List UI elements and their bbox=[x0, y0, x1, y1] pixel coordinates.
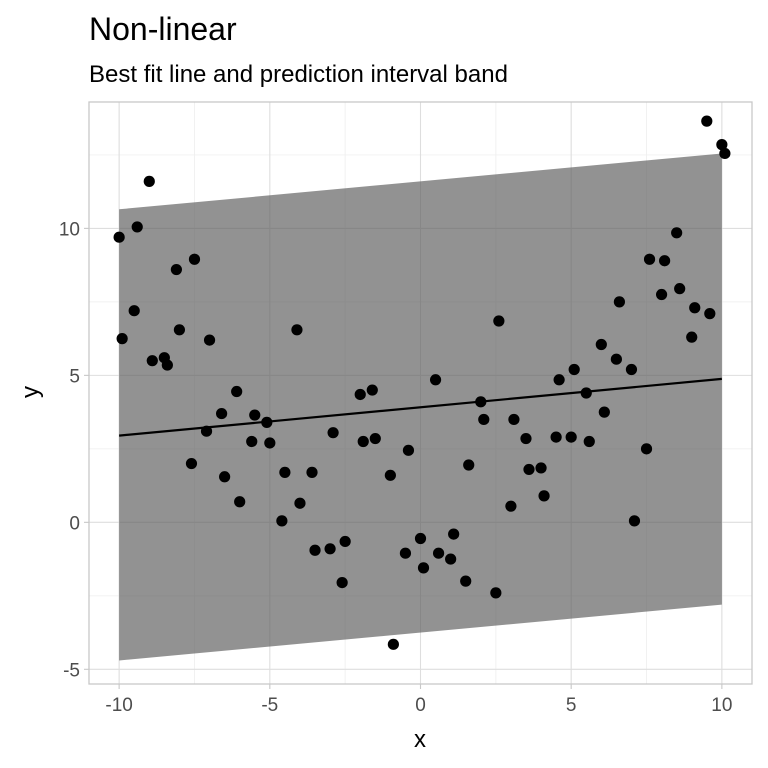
x-tick-label: -5 bbox=[261, 695, 278, 716]
data-point bbox=[475, 396, 487, 408]
data-point bbox=[188, 253, 201, 265]
data-point bbox=[655, 288, 668, 301]
data-point bbox=[460, 575, 472, 587]
data-point bbox=[306, 466, 318, 478]
data-point bbox=[628, 515, 641, 527]
y-axis: -5 0 5 10 bbox=[59, 219, 89, 681]
data-point bbox=[538, 490, 550, 502]
chart-subtitle: Best fit line and prediction interval ba… bbox=[89, 61, 508, 88]
data-point bbox=[643, 253, 656, 265]
data-point bbox=[583, 435, 595, 448]
x-tick-label: 10 bbox=[711, 695, 732, 716]
data-point bbox=[580, 387, 592, 399]
x-tick-label: 0 bbox=[415, 695, 426, 716]
data-point bbox=[387, 638, 399, 650]
best-fit-line bbox=[119, 377, 722, 437]
data-point bbox=[445, 553, 457, 565]
data-point bbox=[131, 221, 143, 233]
data-point bbox=[689, 302, 701, 314]
data-point bbox=[520, 432, 532, 445]
data-point bbox=[128, 305, 140, 317]
data-point bbox=[704, 308, 716, 320]
y-tick-label: -5 bbox=[63, 660, 80, 681]
data-point bbox=[535, 462, 547, 474]
y-axis-title: y bbox=[17, 386, 44, 398]
data-point bbox=[294, 497, 306, 509]
data-point bbox=[327, 427, 339, 439]
data-point bbox=[625, 363, 638, 376]
data-point bbox=[550, 431, 562, 443]
data-point bbox=[493, 315, 505, 327]
x-axis-title: x bbox=[414, 726, 426, 753]
x-tick-label: 5 bbox=[566, 695, 577, 716]
data-point bbox=[185, 457, 198, 470]
data-point bbox=[146, 355, 158, 367]
data-point bbox=[414, 532, 427, 545]
data-point bbox=[246, 435, 258, 448]
data-points bbox=[113, 115, 731, 650]
data-point bbox=[113, 231, 125, 243]
data-point bbox=[565, 431, 577, 443]
data-point bbox=[264, 437, 276, 449]
data-point bbox=[354, 388, 366, 401]
data-point bbox=[161, 359, 173, 371]
chart-title: Non-linear bbox=[89, 11, 237, 47]
data-point bbox=[463, 459, 475, 471]
data-point bbox=[231, 385, 243, 398]
data-point bbox=[417, 562, 430, 574]
data-point bbox=[369, 432, 381, 445]
data-point bbox=[674, 283, 686, 295]
data-point bbox=[200, 425, 213, 437]
data-point bbox=[399, 547, 412, 559]
data-point bbox=[505, 500, 517, 512]
data-point bbox=[173, 324, 186, 336]
data-point bbox=[203, 334, 216, 346]
data-point bbox=[716, 139, 728, 151]
y-tick-label: 10 bbox=[59, 219, 80, 240]
data-point bbox=[216, 407, 228, 420]
data-point bbox=[276, 515, 288, 527]
data-point bbox=[324, 543, 336, 555]
data-point bbox=[384, 469, 396, 481]
data-point bbox=[234, 496, 246, 508]
data-point bbox=[170, 263, 182, 276]
data-point bbox=[478, 413, 490, 426]
data-point bbox=[701, 115, 713, 127]
data-point bbox=[291, 324, 303, 336]
data-point bbox=[490, 587, 502, 599]
data-point bbox=[686, 331, 698, 343]
data-point bbox=[339, 535, 351, 548]
data-point bbox=[249, 409, 261, 421]
data-point bbox=[309, 544, 321, 556]
data-point bbox=[719, 147, 731, 160]
data-point bbox=[402, 444, 415, 456]
data-point bbox=[595, 338, 607, 351]
data-point bbox=[610, 353, 622, 365]
data-point bbox=[640, 443, 653, 455]
x-axis: -10 -5 0 5 10 bbox=[105, 684, 732, 716]
data-point bbox=[336, 576, 348, 589]
data-point bbox=[279, 466, 291, 478]
data-point bbox=[568, 363, 580, 376]
data-point bbox=[553, 374, 565, 386]
data-point bbox=[659, 255, 671, 267]
data-point bbox=[261, 416, 273, 428]
data-point bbox=[143, 175, 155, 187]
data-point bbox=[219, 471, 231, 483]
data-point bbox=[357, 435, 369, 448]
data-point bbox=[598, 406, 610, 418]
data-point bbox=[116, 333, 128, 345]
data-point bbox=[448, 528, 460, 540]
y-tick-label: 0 bbox=[69, 513, 80, 534]
x-tick-label: -10 bbox=[105, 695, 132, 716]
data-point bbox=[508, 413, 520, 426]
data-point bbox=[429, 374, 442, 386]
data-point bbox=[432, 547, 445, 559]
data-point bbox=[671, 227, 683, 239]
data-point bbox=[366, 384, 378, 396]
y-tick-label: 5 bbox=[69, 366, 80, 387]
data-point bbox=[523, 463, 535, 476]
data-point bbox=[613, 296, 626, 308]
